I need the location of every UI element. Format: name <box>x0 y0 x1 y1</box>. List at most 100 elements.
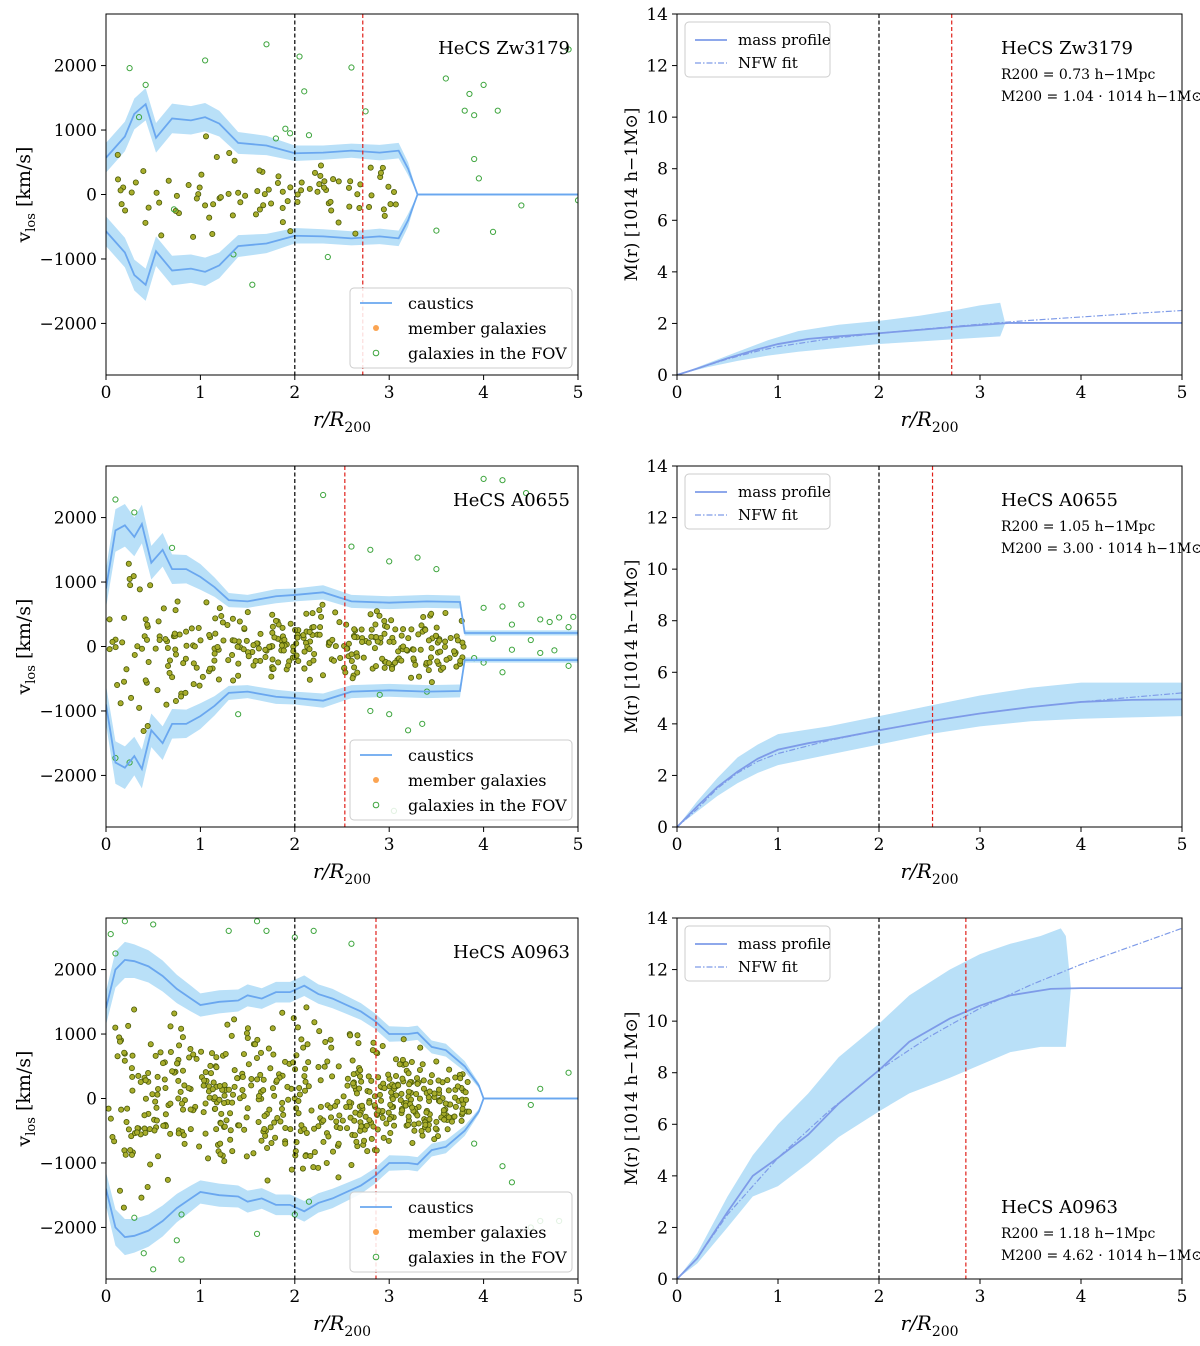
plot-area <box>106 918 578 1279</box>
member-galaxy-point <box>239 1086 246 1093</box>
member-galaxy-point <box>358 1078 365 1085</box>
member-galaxy-point <box>376 612 383 619</box>
x-tick-label: 1 <box>195 835 206 855</box>
member-galaxy-point <box>117 187 124 194</box>
member-galaxy-point <box>457 657 464 664</box>
member-galaxy-point <box>172 698 179 705</box>
member-galaxy-point <box>357 181 364 188</box>
member-galaxy-point <box>142 219 149 226</box>
fov-galaxy-point <box>253 1230 261 1237</box>
member-galaxy-point <box>385 1071 392 1078</box>
member-galaxy-point <box>330 657 337 664</box>
member-galaxy-point <box>167 1023 174 1030</box>
member-galaxy-point <box>361 1137 368 1144</box>
member-galaxy-point <box>385 660 392 667</box>
member-galaxy-point <box>277 1118 284 1125</box>
member-galaxy-point <box>241 625 248 632</box>
member-galaxy-point <box>398 632 405 639</box>
member-galaxy-point <box>245 653 252 660</box>
y-tick-label: 2000 <box>54 509 97 529</box>
member-galaxy-point <box>250 1150 257 1157</box>
member-galaxy-point <box>408 1059 415 1066</box>
member-galaxy-point <box>328 207 335 214</box>
member-galaxy-point <box>298 187 305 194</box>
y-axis-label: vlos [km/s] <box>13 147 39 244</box>
member-galaxy-point <box>337 655 344 662</box>
member-galaxy-point <box>266 1106 273 1113</box>
fov-galaxy-point <box>121 918 128 925</box>
fov-galaxy-point <box>499 1163 506 1170</box>
member-galaxy-point <box>422 626 429 633</box>
member-galaxy-point <box>295 658 302 665</box>
member-galaxy-point <box>400 1036 407 1043</box>
y-tick-label: 4 <box>657 1167 668 1187</box>
plot-area <box>677 466 1182 827</box>
member-galaxy-point <box>345 184 352 191</box>
member-galaxy-point <box>368 1135 375 1142</box>
member-galaxy-point <box>359 1102 366 1109</box>
member-galaxy-point <box>451 648 458 655</box>
x-tick-label: 0 <box>672 1287 683 1307</box>
member-galaxy-point <box>218 1110 225 1117</box>
legend-label: mass profile <box>738 483 831 501</box>
mass-profile-line <box>677 698 1182 827</box>
member-galaxy-point <box>207 1062 214 1069</box>
legend-fov-swatch <box>372 349 380 357</box>
member-galaxy-point <box>241 1126 248 1133</box>
member-galaxy-point <box>379 1043 386 1050</box>
fov-galaxy-point <box>310 927 317 934</box>
fov-galaxy-point <box>131 1214 138 1221</box>
member-galaxy-point <box>408 674 415 681</box>
member-galaxy-point <box>447 635 454 642</box>
member-galaxy-point <box>164 644 171 651</box>
x-tick-label: 0 <box>101 383 112 403</box>
legend-label: NFW fit <box>738 506 798 524</box>
member-galaxy-point <box>209 1086 216 1093</box>
member-galaxy-point <box>252 1041 259 1048</box>
y-tick-label: 10 <box>646 1012 668 1032</box>
y-tick-label: 0 <box>86 1090 97 1110</box>
member-galaxy-point <box>324 1058 331 1065</box>
member-galaxy-point <box>162 636 169 643</box>
x-axis-label: r/R200 <box>313 1311 371 1340</box>
member-galaxy-point <box>320 1117 327 1124</box>
member-galaxy-point <box>295 1098 302 1105</box>
member-galaxy-point <box>206 1094 213 1101</box>
fov-galaxy-point <box>565 662 572 669</box>
member-galaxy-point <box>172 646 179 653</box>
member-galaxy-point <box>262 646 269 653</box>
member-galaxy-point <box>343 1103 350 1110</box>
member-galaxy-point <box>302 1078 309 1085</box>
member-galaxy-point <box>128 1151 135 1158</box>
member-galaxy-point <box>391 1122 398 1129</box>
y-tick-label: 2000 <box>54 961 97 981</box>
member-galaxy-point <box>351 626 358 633</box>
member-galaxy-point <box>275 173 282 180</box>
legend-label: galaxies in the FOV <box>408 796 567 815</box>
y-tick-label: 1000 <box>54 121 97 141</box>
member-galaxy-point <box>275 659 282 666</box>
fov-galaxy-point <box>324 253 331 261</box>
member-galaxy-point <box>273 1077 280 1084</box>
member-galaxy-point <box>213 1054 220 1061</box>
member-galaxy-point <box>321 178 328 185</box>
member-galaxy-point <box>317 624 324 631</box>
member-galaxy-point <box>316 1028 323 1035</box>
member-galaxy-point <box>179 1067 186 1074</box>
member-galaxy-point <box>295 1110 302 1117</box>
y-tick-label: 1000 <box>54 1025 97 1045</box>
member-galaxy-point <box>463 1096 470 1103</box>
member-galaxy-point <box>428 645 435 652</box>
legend-label: NFW fit <box>738 958 798 976</box>
member-galaxy-point <box>391 659 398 666</box>
member-galaxy-point <box>350 1071 357 1078</box>
member-galaxy-point <box>411 1127 418 1134</box>
axes-frame <box>676 917 1183 1280</box>
member-galaxy-point <box>129 1073 136 1080</box>
member-galaxy-point <box>335 1174 342 1181</box>
y-tick-label: 14 <box>646 5 668 25</box>
member-galaxy-point <box>122 207 129 214</box>
member-galaxy-point <box>203 133 210 140</box>
legend: mass profile NFW fit <box>684 21 831 78</box>
member-galaxy-point <box>345 640 352 647</box>
